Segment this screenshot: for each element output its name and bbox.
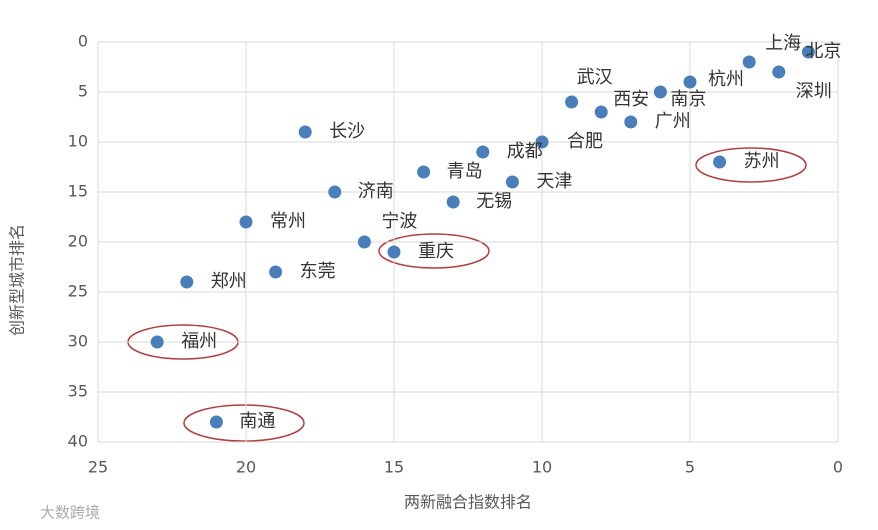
point (387, 245, 401, 259)
point (269, 265, 283, 279)
point (742, 55, 756, 69)
point-label: 上海 (765, 33, 801, 54)
point (446, 195, 460, 209)
point-label: 广州 (655, 111, 691, 132)
point (683, 75, 697, 89)
y-tick-label: 5 (78, 82, 88, 101)
point (653, 85, 667, 99)
point-label: 苏州 (744, 151, 780, 172)
point-label: 杭州 (708, 69, 744, 90)
point-label: 合肥 (567, 131, 603, 152)
point (505, 175, 519, 189)
y-tick-label: 30 (68, 332, 88, 351)
point (801, 45, 815, 59)
point-label: 深圳 (796, 81, 832, 102)
point (328, 185, 342, 199)
point-label: 宁波 (381, 211, 417, 232)
point-label: 青岛 (447, 161, 483, 182)
point (565, 95, 579, 109)
point-label: 福州 (181, 331, 217, 352)
y-tick-label: 40 (68, 432, 88, 451)
point-label: 长沙 (329, 121, 365, 142)
x-tick-label: 10 (532, 458, 552, 477)
point (594, 105, 608, 119)
x-tick-label: 25 (88, 458, 108, 477)
x-axis-title: 两新融合指数排名 (404, 493, 532, 512)
point (180, 275, 194, 289)
highlight-ellipse (183, 404, 305, 442)
y-tick-label: 10 (68, 132, 88, 151)
y-axis-title: 创新型城市排名 (8, 224, 27, 336)
y-tick-label: 35 (68, 382, 88, 401)
point-label: 南京 (670, 89, 706, 110)
point-label: 重庆 (418, 241, 454, 262)
point-label: 常州 (270, 211, 306, 232)
point-label: 成都 (507, 141, 543, 162)
point (150, 335, 164, 349)
point (239, 215, 253, 229)
x-tick-label: 0 (833, 458, 843, 477)
point (772, 65, 786, 79)
point (417, 165, 431, 179)
point-label: 南通 (239, 411, 275, 432)
point-label: 东莞 (300, 261, 336, 282)
highlight-ellipse (695, 147, 807, 183)
x-tick-label: 20 (236, 458, 256, 477)
watermark: 大数跨境 (40, 504, 100, 522)
y-tick-label: 15 (68, 182, 88, 201)
point (209, 415, 223, 429)
x-tick-label: 15 (384, 458, 404, 477)
y-tick-label: 20 (68, 232, 88, 251)
point (476, 145, 490, 159)
x-tick-label: 5 (685, 458, 695, 477)
point-label: 无锡 (476, 191, 512, 212)
highlight-ellipse (378, 233, 490, 269)
point-label: 北京 (805, 41, 841, 62)
y-tick-label: 0 (78, 32, 88, 51)
point-label: 天津 (536, 171, 572, 192)
point-label: 济南 (358, 181, 394, 202)
point-label: 武汉 (577, 67, 613, 88)
point (535, 135, 549, 149)
point-label: 郑州 (211, 271, 247, 292)
point (713, 155, 727, 169)
point (624, 115, 638, 129)
point-label: 西安 (613, 89, 649, 110)
point (298, 125, 312, 139)
point (357, 235, 371, 249)
y-tick-label: 25 (68, 282, 88, 301)
